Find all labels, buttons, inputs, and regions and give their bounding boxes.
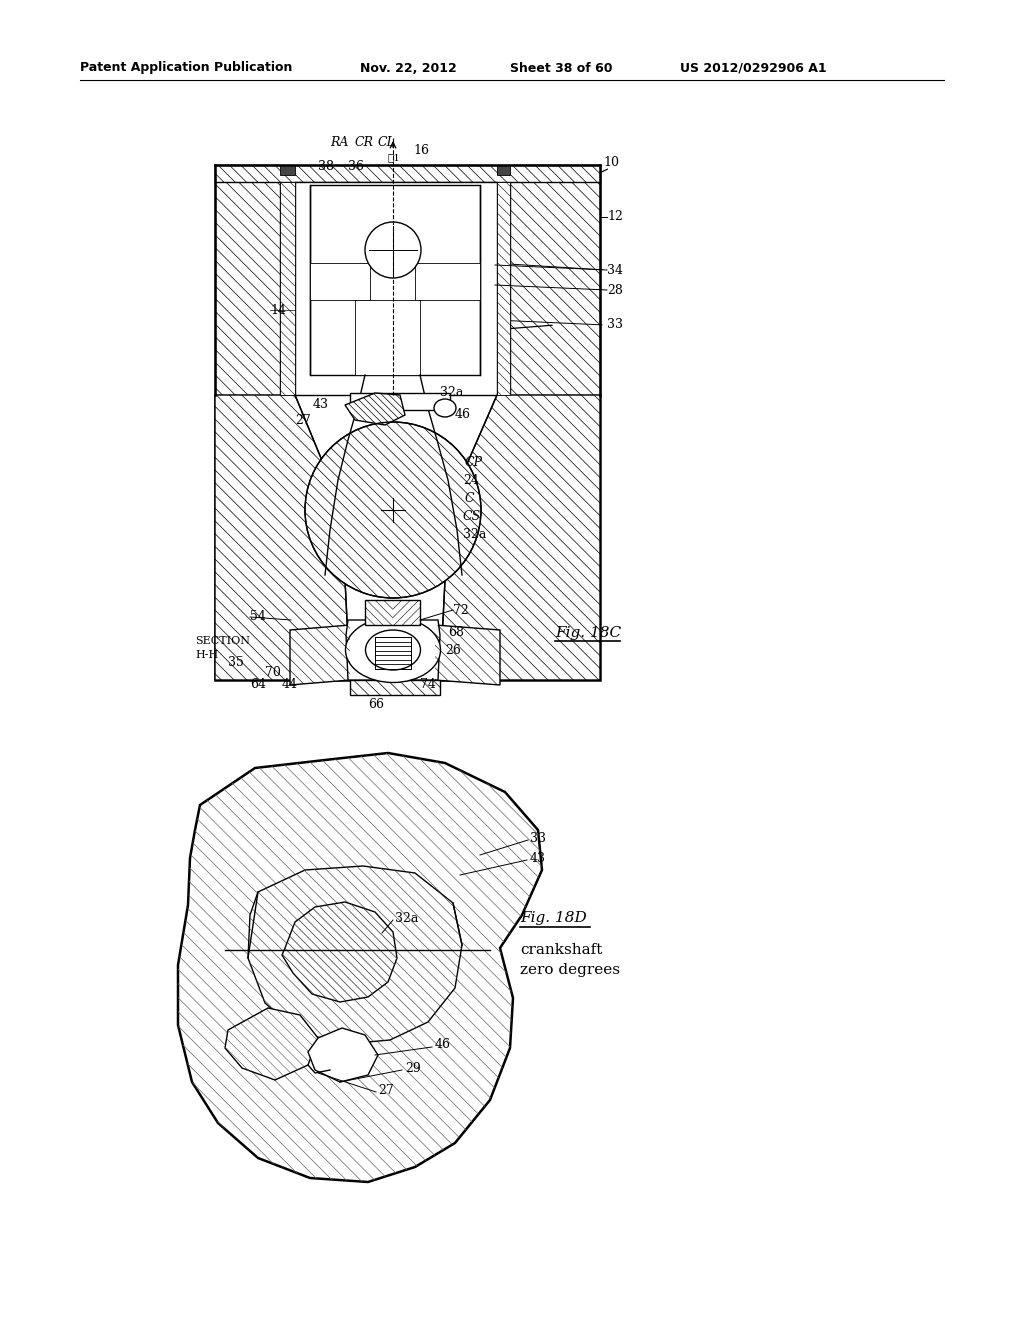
Polygon shape — [355, 300, 420, 375]
Text: RA: RA — [330, 136, 348, 149]
Polygon shape — [346, 620, 440, 680]
Text: ①1: ①1 — [388, 153, 400, 162]
PathPatch shape — [290, 624, 350, 685]
Text: 68: 68 — [449, 626, 464, 639]
PathPatch shape — [215, 165, 600, 182]
Text: US 2012/0292906 A1: US 2012/0292906 A1 — [680, 62, 826, 74]
Polygon shape — [280, 182, 295, 395]
PathPatch shape — [393, 601, 420, 624]
Text: 44: 44 — [282, 678, 298, 692]
Text: 74: 74 — [420, 678, 436, 692]
Polygon shape — [290, 624, 350, 685]
Text: Nov. 22, 2012: Nov. 22, 2012 — [360, 62, 457, 74]
Text: zero degrees: zero degrees — [520, 964, 620, 977]
Text: 70: 70 — [265, 667, 281, 680]
PathPatch shape — [215, 165, 280, 395]
Text: 72: 72 — [453, 603, 469, 616]
Text: 46: 46 — [455, 408, 471, 421]
Text: 16: 16 — [413, 144, 429, 157]
Text: 66: 66 — [368, 698, 384, 711]
Text: 14: 14 — [270, 304, 286, 317]
Polygon shape — [497, 182, 510, 395]
Text: 43: 43 — [530, 851, 546, 865]
Ellipse shape — [434, 399, 456, 417]
Text: 38: 38 — [318, 161, 334, 173]
Polygon shape — [435, 624, 500, 685]
PathPatch shape — [345, 393, 406, 425]
Polygon shape — [225, 1008, 318, 1080]
PathPatch shape — [350, 680, 440, 696]
Text: Fig. 18C: Fig. 18C — [555, 626, 622, 640]
Polygon shape — [440, 395, 600, 680]
Text: 26: 26 — [445, 644, 461, 656]
Polygon shape — [310, 185, 480, 375]
Text: 10: 10 — [603, 157, 618, 169]
Text: 33: 33 — [607, 318, 623, 331]
Text: crankshaft: crankshaft — [520, 942, 602, 957]
PathPatch shape — [215, 395, 350, 680]
PathPatch shape — [178, 752, 542, 1181]
Polygon shape — [350, 680, 440, 696]
Text: 35: 35 — [228, 656, 244, 668]
Text: 12: 12 — [607, 210, 623, 223]
PathPatch shape — [440, 395, 600, 680]
Text: 28: 28 — [607, 284, 623, 297]
Text: 32a: 32a — [463, 528, 486, 540]
Text: 27: 27 — [378, 1084, 394, 1097]
PathPatch shape — [282, 902, 397, 1002]
Text: 46: 46 — [435, 1039, 451, 1052]
Text: 64: 64 — [250, 678, 266, 692]
Text: 32a: 32a — [395, 912, 419, 924]
Polygon shape — [345, 393, 406, 425]
Text: Patent Application Publication: Patent Application Publication — [80, 62, 293, 74]
Text: 32a: 32a — [440, 387, 464, 400]
Circle shape — [305, 422, 481, 598]
PathPatch shape — [280, 182, 295, 395]
Text: 36: 36 — [348, 161, 364, 173]
Polygon shape — [282, 902, 397, 1002]
Polygon shape — [295, 182, 497, 395]
PathPatch shape — [225, 1008, 318, 1080]
Text: 34: 34 — [607, 264, 623, 276]
Polygon shape — [497, 165, 510, 176]
PathPatch shape — [365, 601, 393, 624]
Polygon shape — [215, 165, 600, 182]
PathPatch shape — [248, 866, 462, 1044]
Text: SECTION
H-H: SECTION H-H — [195, 636, 250, 660]
Polygon shape — [178, 752, 542, 1181]
Polygon shape — [350, 393, 450, 411]
Text: CL: CL — [378, 136, 396, 149]
Polygon shape — [365, 601, 420, 624]
Text: 24: 24 — [463, 474, 479, 487]
Circle shape — [365, 222, 421, 279]
Text: 29: 29 — [406, 1061, 421, 1074]
Text: 54: 54 — [250, 610, 266, 623]
Bar — [375, 638, 411, 669]
Text: 33: 33 — [530, 832, 546, 845]
Polygon shape — [308, 1028, 378, 1082]
Polygon shape — [280, 165, 295, 176]
Text: CS: CS — [463, 510, 481, 523]
Ellipse shape — [345, 618, 440, 682]
Text: CP: CP — [465, 455, 483, 469]
Text: Sheet 38 of 60: Sheet 38 of 60 — [510, 62, 612, 74]
Text: CR: CR — [355, 136, 374, 149]
PathPatch shape — [305, 422, 481, 598]
PathPatch shape — [497, 182, 510, 395]
PathPatch shape — [435, 624, 500, 685]
Polygon shape — [310, 263, 370, 300]
Text: Fig. 18D: Fig. 18D — [520, 911, 587, 925]
Polygon shape — [248, 866, 462, 1044]
Polygon shape — [215, 165, 280, 395]
Ellipse shape — [366, 630, 421, 671]
Polygon shape — [415, 263, 480, 300]
Text: 43: 43 — [313, 399, 329, 412]
PathPatch shape — [510, 165, 600, 395]
Polygon shape — [215, 395, 350, 680]
Text: 27: 27 — [295, 413, 310, 426]
Text: C: C — [465, 491, 475, 504]
Polygon shape — [295, 395, 497, 680]
Polygon shape — [510, 165, 600, 395]
Polygon shape — [215, 395, 600, 680]
